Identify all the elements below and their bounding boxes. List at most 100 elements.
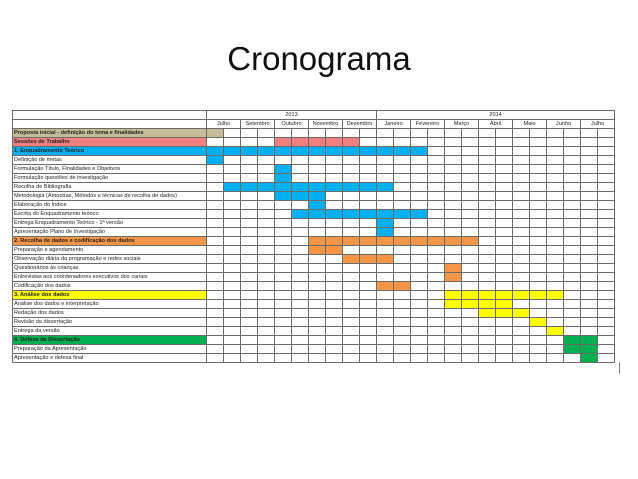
gantt-empty-cell bbox=[410, 326, 429, 336]
gantt-empty-cell bbox=[376, 335, 395, 345]
gantt-empty-cell bbox=[410, 218, 429, 228]
gantt-empty-cell bbox=[410, 191, 429, 201]
gantt-empty-cell bbox=[495, 209, 514, 219]
gantt-bar-cell bbox=[308, 146, 326, 156]
task-label: Entrevistas aos coordenadores executivos… bbox=[12, 272, 207, 282]
gantt-empty-cell bbox=[529, 344, 548, 354]
gantt-empty-cell bbox=[478, 335, 497, 345]
gantt-empty-cell bbox=[478, 236, 497, 246]
gantt-bar-cell bbox=[240, 182, 258, 192]
gantt-empty-cell bbox=[529, 146, 548, 156]
gantt-empty-cell bbox=[257, 326, 275, 336]
gantt-empty-cell bbox=[325, 299, 343, 309]
task-label: Redação dos dados bbox=[12, 308, 207, 318]
gantt-empty-cell bbox=[563, 218, 582, 228]
gantt-empty-cell bbox=[580, 227, 599, 237]
gantt-empty-cell bbox=[240, 164, 258, 174]
gantt-empty-cell bbox=[223, 173, 241, 183]
gantt-empty-cell bbox=[274, 290, 292, 300]
gantt-empty-cell bbox=[563, 227, 582, 237]
gantt-empty-cell bbox=[206, 236, 224, 246]
gantt-empty-cell bbox=[376, 191, 395, 201]
gantt-empty-cell bbox=[495, 173, 514, 183]
gantt-empty-cell bbox=[478, 128, 497, 138]
gantt-empty-cell bbox=[410, 155, 429, 165]
gantt-bar-cell bbox=[274, 182, 292, 192]
gantt-empty-cell bbox=[223, 344, 241, 354]
gantt-empty-cell bbox=[478, 218, 497, 228]
gantt-empty-cell bbox=[597, 326, 616, 336]
gantt-empty-cell bbox=[358, 191, 378, 201]
gantt-empty-cell bbox=[410, 299, 429, 309]
gantt-bar-cell bbox=[291, 146, 309, 156]
gantt-bar-cell bbox=[325, 137, 343, 147]
gantt-empty-cell bbox=[580, 281, 599, 291]
gantt-empty-cell bbox=[376, 326, 395, 336]
year-header-cell: 2013 bbox=[205, 110, 378, 120]
gantt-empty-cell bbox=[427, 308, 446, 318]
gantt-bar-cell bbox=[308, 209, 326, 219]
gantt-empty-cell bbox=[206, 344, 224, 354]
gantt-empty-cell bbox=[223, 218, 241, 228]
gantt-empty-cell bbox=[393, 227, 412, 237]
gantt-empty-cell bbox=[325, 290, 343, 300]
gantt-empty-cell bbox=[427, 326, 446, 336]
gantt-empty-cell bbox=[529, 128, 548, 138]
gantt-empty-cell bbox=[410, 308, 429, 318]
gantt-empty-cell bbox=[342, 281, 360, 291]
gantt-empty-cell bbox=[393, 299, 412, 309]
gantt-empty-cell bbox=[223, 317, 241, 327]
gantt-empty-cell bbox=[478, 146, 497, 156]
gantt-empty-cell bbox=[308, 263, 326, 273]
gantt-empty-cell bbox=[274, 299, 292, 309]
gantt-empty-cell bbox=[546, 299, 565, 309]
gantt-empty-cell bbox=[495, 236, 514, 246]
gantt-empty-cell bbox=[597, 344, 616, 354]
gantt-empty-cell bbox=[427, 146, 446, 156]
gantt-bar-cell bbox=[478, 299, 497, 309]
gantt-empty-cell bbox=[393, 290, 412, 300]
gantt-empty-cell bbox=[206, 272, 224, 282]
gantt-empty-cell bbox=[444, 227, 463, 237]
gantt-empty-cell bbox=[358, 263, 378, 273]
gantt-empty-cell bbox=[478, 317, 497, 327]
gantt-bar-cell bbox=[206, 146, 224, 156]
gantt-empty-cell bbox=[206, 164, 224, 174]
gantt-empty-cell bbox=[546, 182, 565, 192]
gantt-empty-cell bbox=[461, 182, 480, 192]
gantt-empty-cell bbox=[325, 263, 343, 273]
gantt-empty-cell bbox=[358, 173, 378, 183]
gantt-empty-cell bbox=[444, 164, 463, 174]
gantt-empty-cell bbox=[478, 209, 497, 219]
gantt-bar-cell bbox=[376, 236, 395, 246]
gantt-bar-cell bbox=[342, 209, 360, 219]
gantt-empty-cell bbox=[580, 164, 599, 174]
gantt-bar-cell bbox=[444, 236, 463, 246]
gantt-empty-cell bbox=[206, 290, 224, 300]
gantt-empty-cell bbox=[478, 263, 497, 273]
gantt-empty-cell bbox=[529, 164, 548, 174]
task-label: Questionários às crianças bbox=[12, 263, 207, 273]
gantt-empty-cell bbox=[325, 272, 343, 282]
gantt-empty-cell bbox=[512, 182, 531, 192]
gantt-empty-cell bbox=[325, 281, 343, 291]
gantt-empty-cell bbox=[461, 317, 480, 327]
gantt-bar-cell bbox=[393, 281, 412, 291]
gantt-empty-cell bbox=[512, 191, 531, 201]
gantt-empty-cell bbox=[358, 299, 378, 309]
task-row: Recolha de Bibliografia bbox=[12, 182, 616, 192]
gantt-empty-cell bbox=[206, 281, 224, 291]
gantt-empty-cell bbox=[461, 308, 480, 318]
gantt-empty-cell bbox=[546, 128, 565, 138]
gantt-empty-cell bbox=[358, 326, 378, 336]
gantt-bar-cell bbox=[358, 209, 378, 219]
gantt-empty-cell bbox=[410, 200, 429, 210]
gantt-empty-cell bbox=[427, 254, 446, 264]
gantt-empty-cell bbox=[325, 227, 343, 237]
gantt-empty-cell bbox=[410, 227, 429, 237]
month-header-cell: Abril bbox=[478, 119, 514, 129]
gantt-empty-cell bbox=[597, 245, 616, 255]
gantt-empty-cell bbox=[274, 326, 292, 336]
gantt-empty-cell bbox=[580, 146, 599, 156]
month-header-cell: Outubro bbox=[274, 119, 309, 129]
